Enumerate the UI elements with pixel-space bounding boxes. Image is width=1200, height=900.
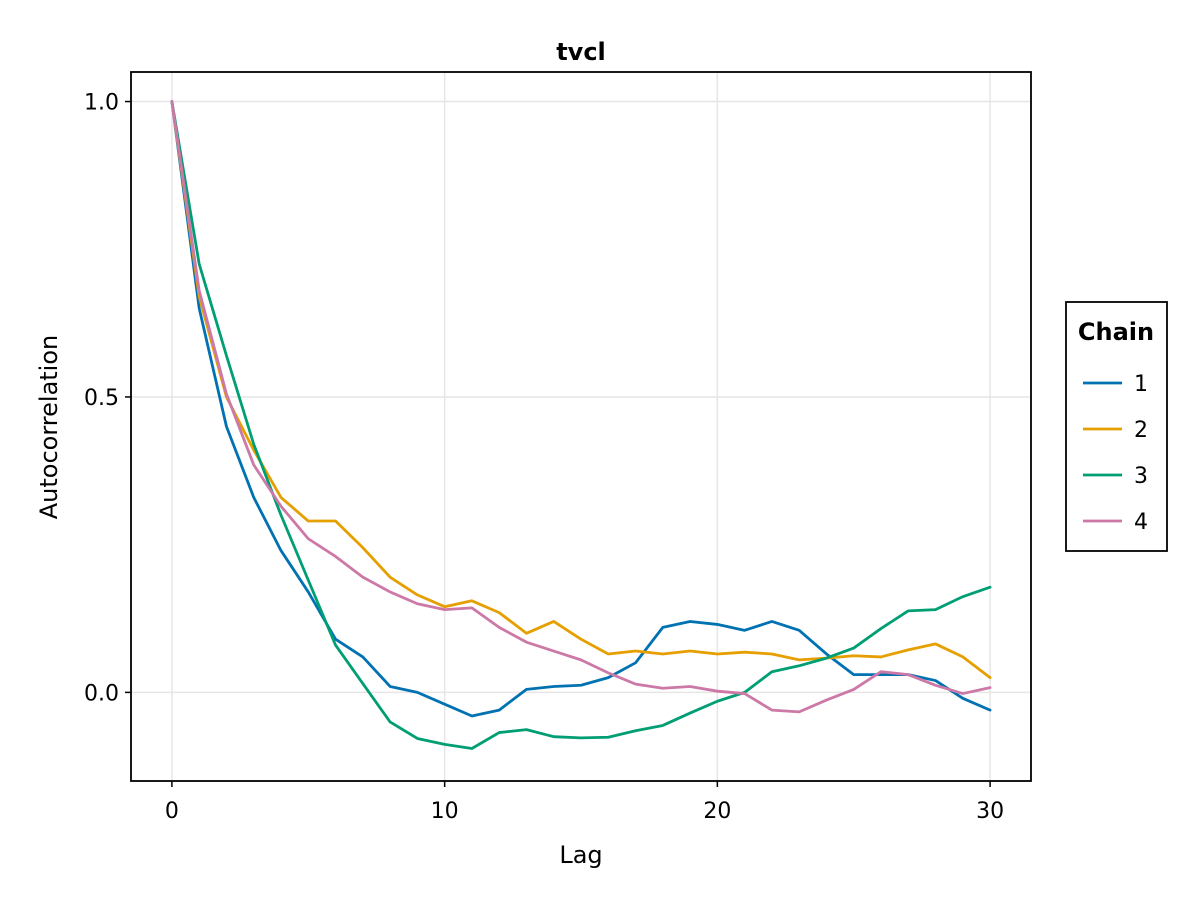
legend-label-3: 3	[1134, 464, 1148, 489]
x-tick-label: 20	[703, 799, 731, 824]
legend-title: Chain	[1078, 318, 1154, 346]
series-lines	[170, 100, 992, 750]
x-tick-label: 30	[976, 799, 1004, 824]
legend: Chain 1 2 3 4	[1065, 301, 1168, 552]
series-line-4	[170, 100, 992, 714]
x-tick-label: 10	[431, 799, 459, 824]
legend-label-4: 4	[1134, 510, 1148, 535]
legend-box	[1065, 301, 1168, 552]
chart-title: tvcl	[556, 38, 606, 66]
legend-items: 1 2 3 4	[1083, 372, 1148, 535]
plot-frame	[130, 71, 1032, 782]
legend-label-2: 2	[1134, 418, 1148, 443]
y-tick-label: 1.0	[84, 91, 119, 116]
series-line-3	[170, 100, 992, 750]
y-tick-label: 0.5	[84, 386, 119, 411]
x-tick-label: 0	[165, 799, 179, 824]
y-tick-label: 0.0	[84, 681, 119, 706]
series-line-2	[170, 100, 992, 679]
x-axis-label: Lag	[559, 841, 602, 869]
y-axis-label: Autocorrelation	[35, 335, 63, 520]
grid-lines	[131, 72, 1031, 781]
axis-ticks: 0 10 20 30 0.0 0.5 1.0	[84, 91, 1004, 824]
series-line-1	[170, 100, 992, 718]
legend-label-1: 1	[1134, 372, 1148, 397]
